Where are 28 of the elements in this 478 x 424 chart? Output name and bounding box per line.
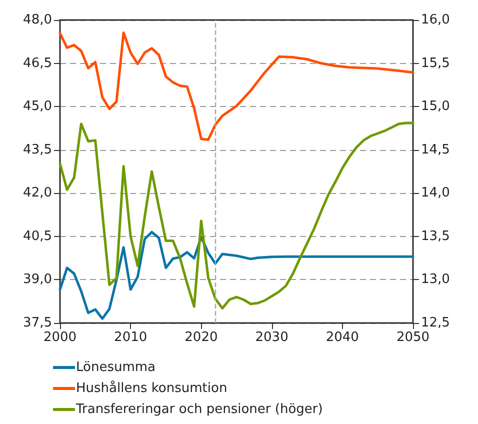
y2-tick-label: 15,5: [421, 56, 450, 71]
y-tick-label: 46,5: [23, 56, 52, 71]
x-tick-label: 2020: [184, 330, 218, 345]
y2-tick-label: 16,0: [421, 12, 450, 28]
x-tick-label: 2040: [326, 330, 359, 345]
x-tick-label: 2010: [114, 330, 148, 345]
y-tick-label: 48,0: [23, 12, 52, 28]
y-tick-label: 43,5: [23, 142, 52, 158]
legend-label: Lönesumma: [76, 360, 156, 375]
y-tick-label: 42,0: [23, 186, 52, 201]
y-tick-label: 40,5: [23, 228, 52, 244]
y-tick-label: 39,0: [23, 272, 52, 288]
y2-tick-label: 15,0: [421, 99, 450, 114]
legend-label: Hushållens konsumtion: [76, 380, 228, 396]
x-tick-label: 2050: [396, 330, 430, 345]
x-tick-label: 2030: [255, 330, 288, 345]
y2-tick-label: 14,0: [421, 186, 450, 201]
y-tick-label: 37,5: [23, 316, 52, 330]
y-tick-label: 45,0: [23, 99, 52, 114]
legend-label: Transfereringar och pensioner (höger): [75, 402, 323, 417]
x-tick-label: 2000: [43, 330, 77, 345]
y2-tick-label: 14,5: [421, 142, 450, 158]
y2-tick-label: 13,0: [421, 272, 450, 288]
line-series: [58, 230, 414, 320]
y2-tick-label: 12,5: [421, 316, 450, 330]
line-series: [58, 31, 414, 142]
y2-tick-label: 13,5: [421, 228, 450, 244]
line-series: [58, 122, 414, 310]
